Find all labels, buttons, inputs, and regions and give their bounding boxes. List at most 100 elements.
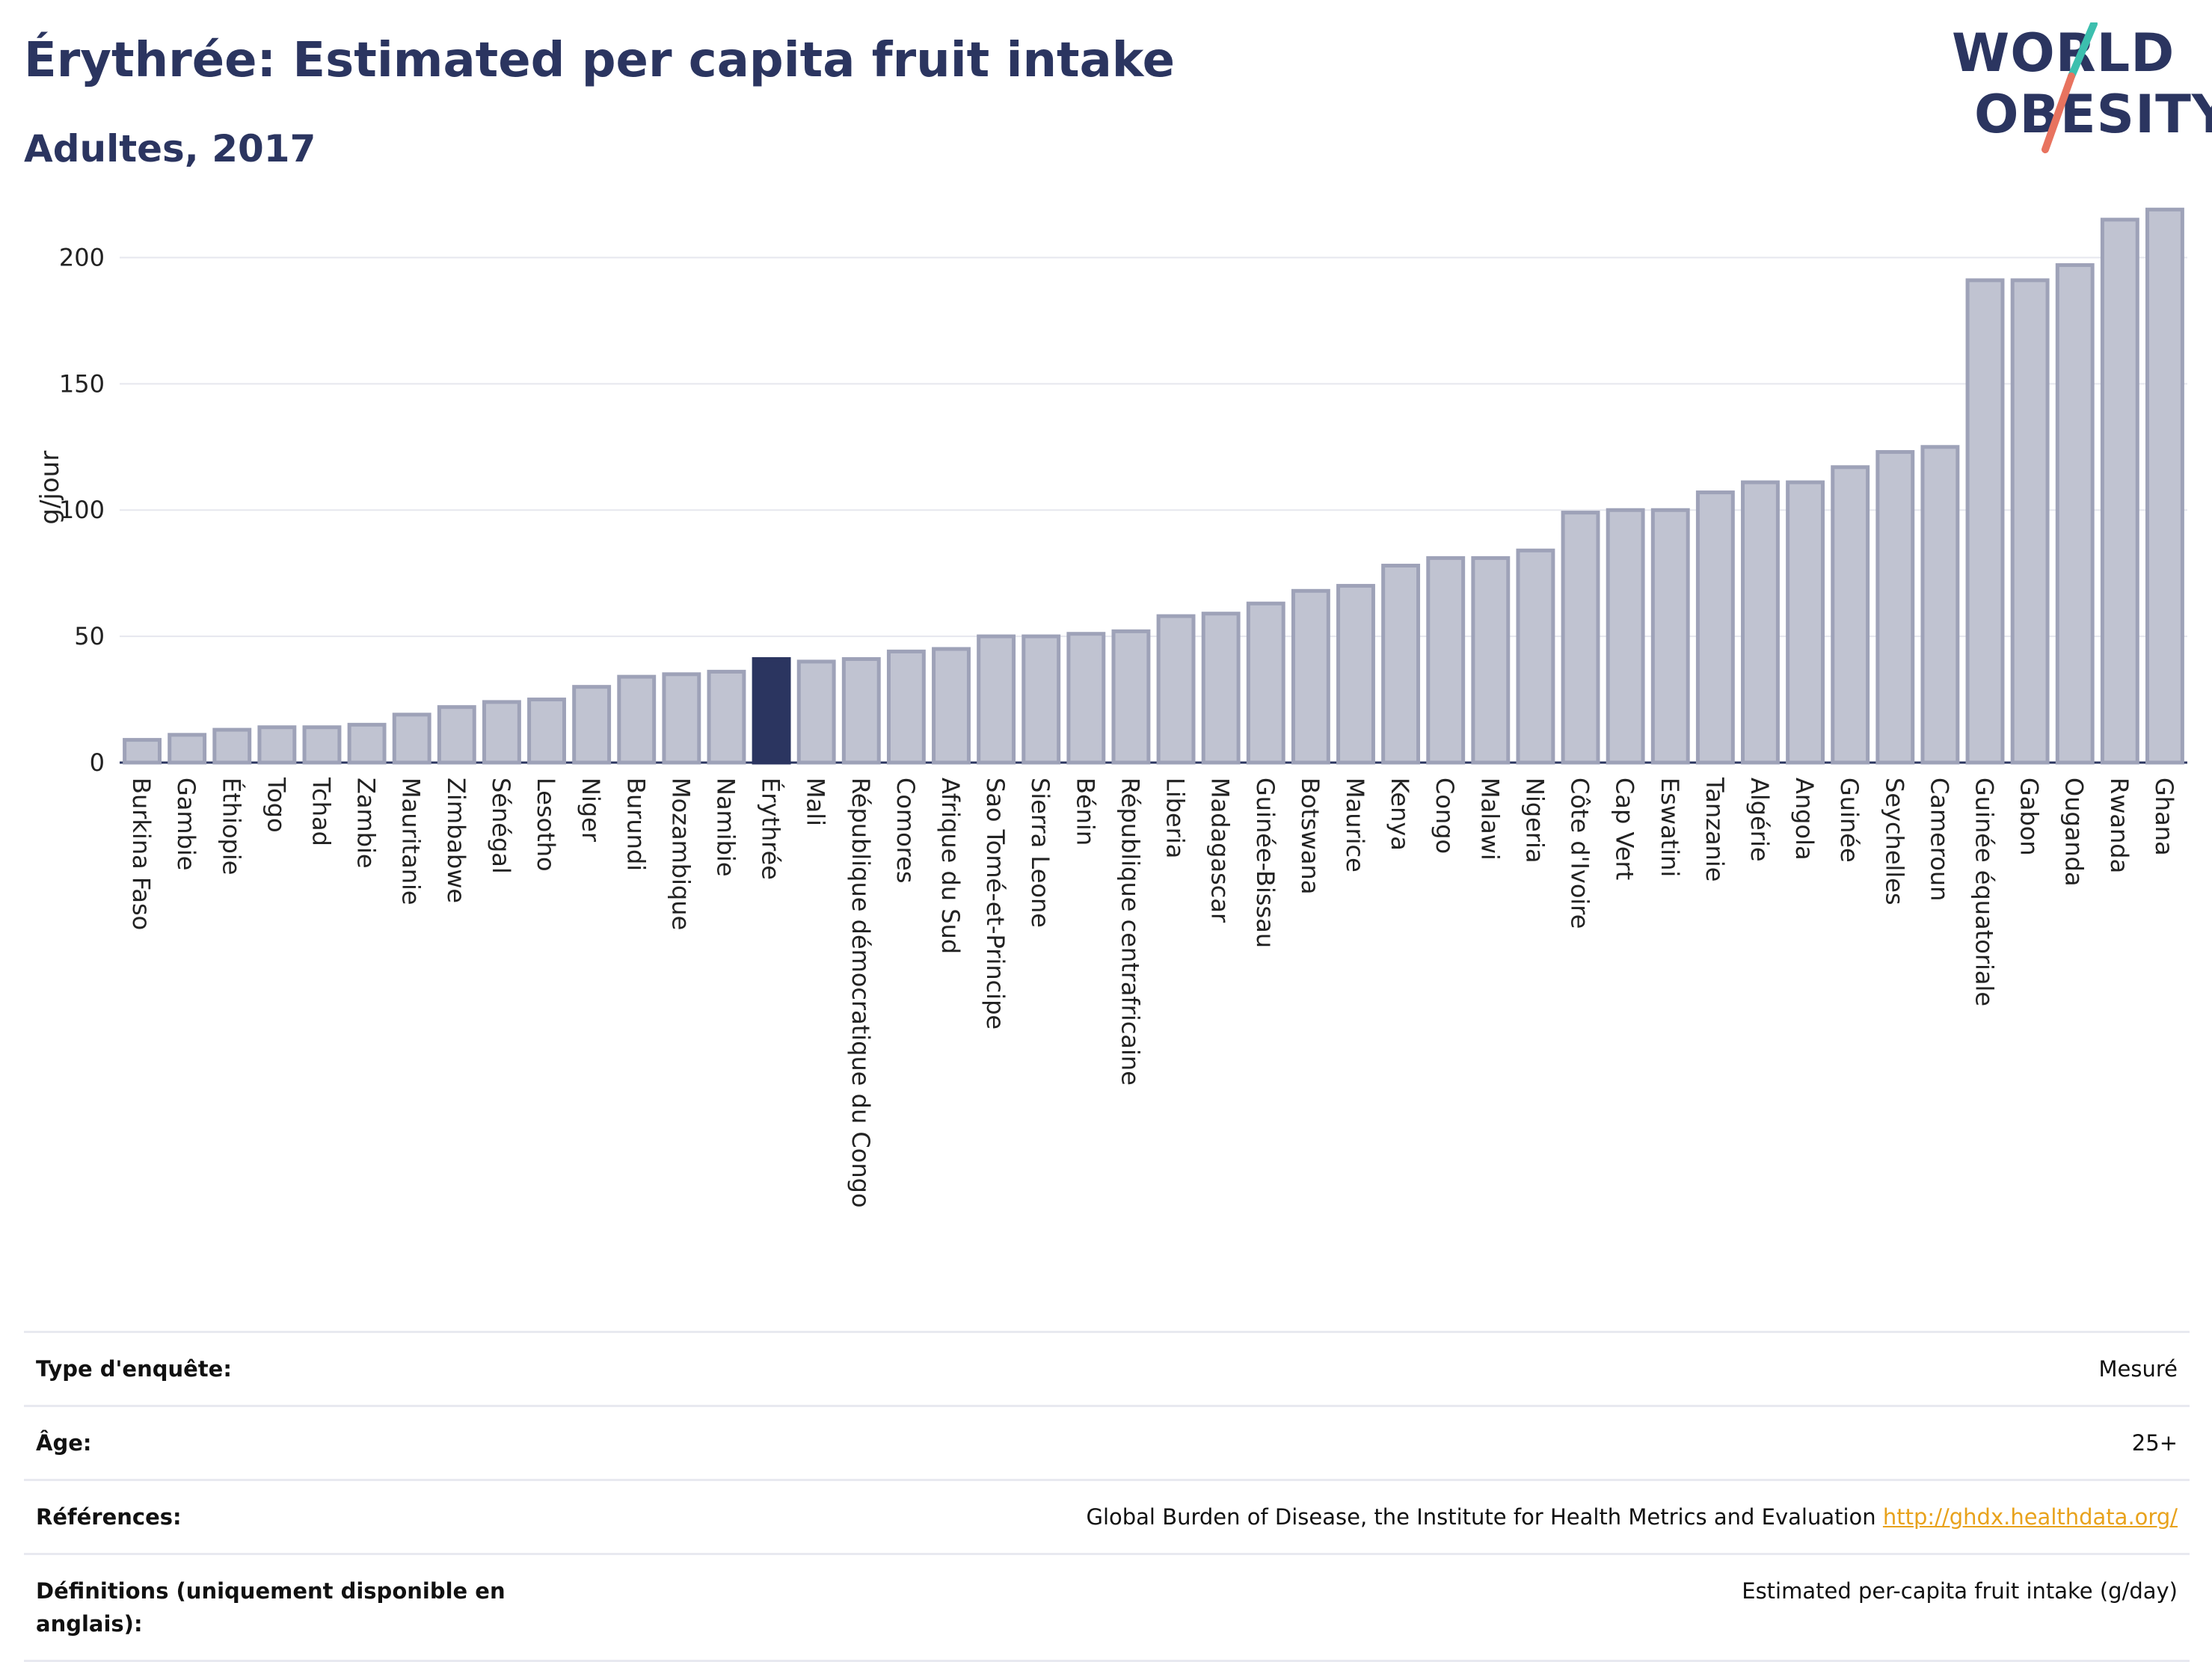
x-category-label: Sao Tomé-et-Principe (981, 778, 1010, 1029)
x-category-label: Cap Vert (1611, 778, 1639, 880)
logo-word-world: WORLD (1952, 22, 2175, 84)
x-category-label: Algérie (1745, 778, 1774, 862)
bar[interactable] (1875, 450, 1915, 765)
bar[interactable] (617, 674, 657, 765)
y-tick-label: 100 (59, 496, 105, 524)
bar[interactable] (2145, 207, 2184, 765)
x-category-label: Zambie (352, 778, 381, 869)
x-category-label: Érythrée (757, 778, 785, 880)
x-category-label: Gabon (2015, 778, 2044, 856)
bar[interactable] (168, 733, 207, 765)
bar[interactable] (1965, 278, 2005, 765)
y-tick-label: 200 (59, 243, 105, 271)
bar[interactable] (257, 725, 297, 765)
x-category-label: Sénégal (487, 778, 515, 874)
x-category-label: Liberia (1161, 778, 1190, 858)
x-category-label: Guinée-Bissau (1251, 778, 1279, 948)
bar[interactable] (1426, 555, 1466, 765)
bar[interactable] (212, 727, 252, 765)
bar[interactable] (2055, 263, 2095, 765)
x-category-label: Ouganda (2060, 778, 2089, 887)
bar[interactable] (1831, 465, 1870, 765)
bar[interactable] (302, 725, 342, 765)
chart-title: Érythrée: Estimated per capita fruit int… (24, 33, 1176, 88)
bar[interactable] (1336, 584, 1375, 765)
bar[interactable] (572, 685, 612, 765)
info-row-references: Références: Global Burden of Disease, th… (24, 1479, 2190, 1553)
bar[interactable] (1695, 490, 1735, 765)
bar[interactable] (392, 712, 431, 765)
bar[interactable] (1021, 634, 1061, 765)
bar[interactable] (977, 634, 1016, 765)
bar-chart: 0 50 100 150 200 Burkina Faso Gambie Éthiopie T… (35, 207, 2187, 1207)
bar[interactable] (932, 647, 971, 765)
bar-highlighted[interactable] (752, 657, 791, 765)
reference-link[interactable]: http://ghdx.healthdata.org/ (1882, 1504, 2178, 1530)
x-category-label: Burkina Faso (127, 778, 156, 930)
bar[interactable] (2100, 218, 2139, 765)
info-label: Type d'enquête: (36, 1356, 232, 1382)
x-category-label: Namibie (711, 778, 740, 877)
x-category-label: Guinée (1835, 778, 1864, 863)
x-category-label: République démocratique du Congo (847, 778, 875, 1207)
bar[interactable] (841, 657, 881, 765)
x-category-label: Guinée équatoriale (1970, 778, 1999, 1006)
bar[interactable] (707, 669, 746, 765)
bar[interactable] (1606, 508, 1645, 765)
logo-word-obesity: OBESITY (1974, 84, 2212, 145)
chart-subtitle: Adultes, 2017 (24, 127, 316, 170)
bar[interactable] (1066, 632, 1106, 765)
x-category-label: Kenya (1386, 778, 1414, 851)
y-tick-label: 50 (74, 622, 105, 650)
bars (123, 207, 2184, 765)
bar[interactable] (527, 698, 566, 765)
x-category-label: Niger (577, 778, 605, 843)
bar[interactable] (482, 700, 521, 765)
bar[interactable] (1471, 555, 1511, 765)
x-category-label: Tchad (307, 777, 335, 846)
x-category-label: Zimbabwe (442, 778, 470, 903)
x-category-label: Côte d'Ivoire (1566, 778, 1594, 929)
x-category-label: Seychelles (1880, 778, 1908, 905)
bar[interactable] (796, 659, 836, 765)
x-category-label: Bénin (1071, 778, 1099, 846)
info-row-age: Âge: 25+ (24, 1405, 2190, 1479)
bar[interactable] (886, 649, 926, 765)
y-tick-label: 0 (90, 748, 105, 777)
bar[interactable] (1650, 508, 1690, 765)
bar[interactable] (1201, 612, 1241, 765)
bar[interactable] (1786, 480, 1825, 765)
info-row-survey-type: Type d'enquête: Mesuré (24, 1331, 2190, 1405)
bar[interactable] (1741, 480, 1780, 765)
x-category-label: Congo (1431, 778, 1459, 854)
world-obesity-logo[interactable]: WORLD OBESITY (1952, 22, 2212, 157)
bar[interactable] (1111, 629, 1151, 765)
bar[interactable] (1516, 548, 1555, 765)
x-category-label: Malawi (1475, 778, 1504, 861)
bar[interactable] (1920, 445, 1960, 765)
bar[interactable] (1381, 564, 1421, 765)
bar[interactable] (123, 738, 162, 765)
x-category-label: Sierra Leone (1026, 778, 1054, 928)
bar[interactable] (1291, 588, 1330, 765)
y-tick-label: 150 (59, 369, 105, 398)
x-category-label: Burundi (621, 778, 650, 871)
reference-text: Global Burden of Disease, the Institute … (1086, 1504, 1876, 1530)
bar[interactable] (1561, 511, 1600, 765)
bar[interactable] (437, 705, 476, 765)
x-category-label: Éthiopie (217, 778, 245, 875)
x-category-label: Nigeria (1520, 778, 1549, 863)
x-category-label: Cameroun (1925, 778, 1953, 901)
bar[interactable] (347, 722, 387, 765)
x-category-label: Comores (891, 778, 920, 883)
bar[interactable] (2010, 278, 2050, 765)
x-category-label: Eswatini (1656, 778, 1684, 877)
x-category-label: République centrafricaine (1116, 778, 1144, 1086)
bar[interactable] (662, 672, 701, 765)
bar[interactable] (1156, 614, 1196, 765)
bar[interactable] (1246, 601, 1285, 765)
info-label: Références: (36, 1504, 182, 1530)
x-category-label: Gambie (172, 778, 200, 870)
info-row-definitions: Définitions (uniquement disponible en an… (24, 1553, 2190, 1662)
x-category-label: Togo (262, 777, 290, 833)
